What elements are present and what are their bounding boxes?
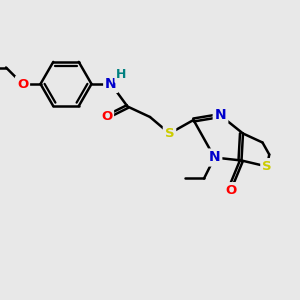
Text: S: S <box>165 127 174 140</box>
Text: N: N <box>215 109 226 122</box>
Text: N: N <box>209 151 220 164</box>
Text: H: H <box>116 68 127 82</box>
Text: N: N <box>105 77 117 91</box>
Text: O: O <box>225 184 237 197</box>
Text: S: S <box>262 160 272 173</box>
Text: O: O <box>101 110 112 124</box>
Text: O: O <box>17 77 28 91</box>
